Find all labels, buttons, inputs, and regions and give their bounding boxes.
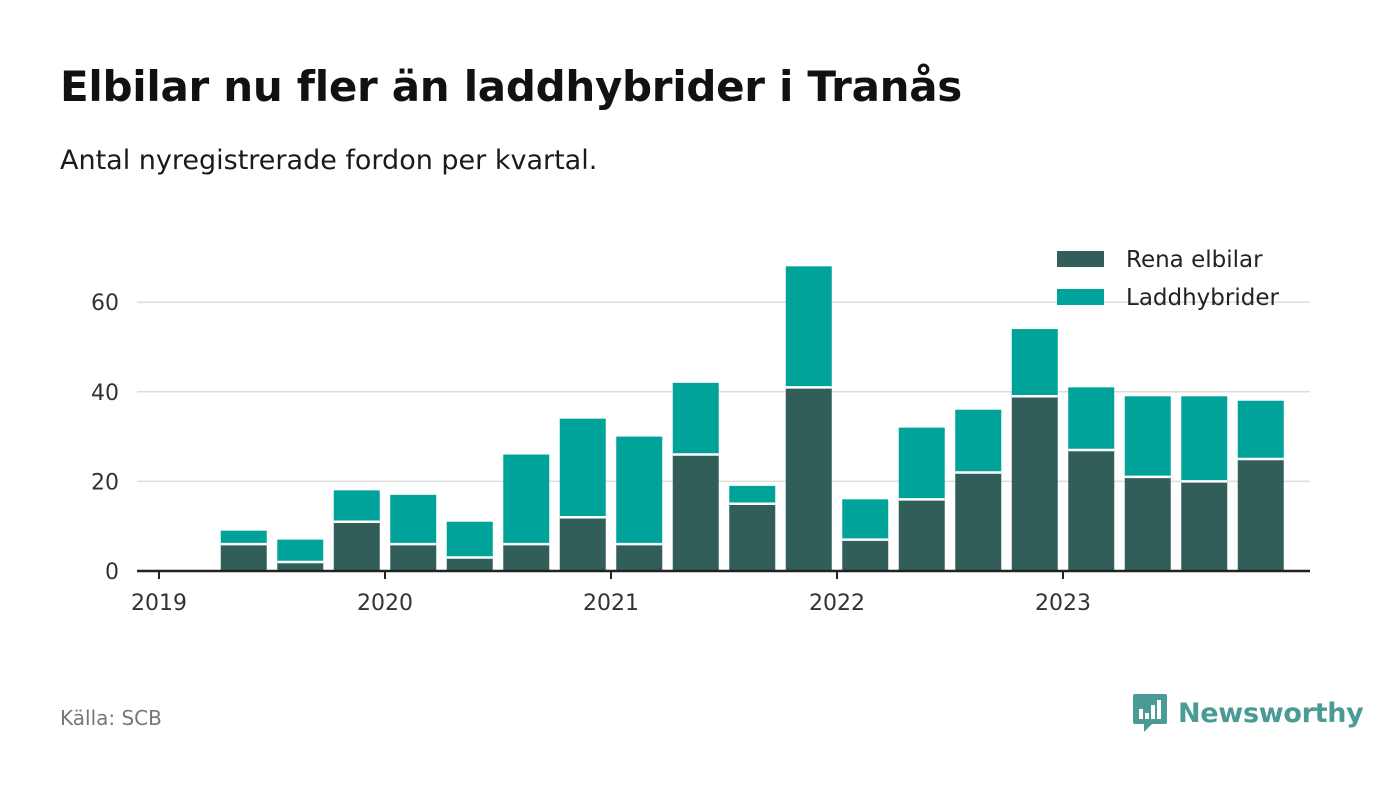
bar-rena-elbilar	[446, 557, 493, 571]
bar-rena-elbilar	[672, 454, 719, 571]
bar-laddhybrider	[1068, 387, 1115, 451]
bar-laddhybrider	[1237, 400, 1284, 459]
bar-rena-elbilar	[333, 521, 380, 571]
legend-swatch-laddhybrider	[1057, 289, 1104, 305]
bar-rena-elbilar	[842, 539, 889, 571]
bar-laddhybrider	[333, 490, 380, 522]
bar-laddhybrider	[390, 494, 437, 545]
x-tick-label: 2021	[583, 591, 639, 616]
bar-rena-elbilar	[616, 544, 663, 571]
bar-laddhybrider	[220, 530, 267, 545]
x-tick-label: 2023	[1035, 591, 1091, 616]
bar-rena-elbilar	[390, 544, 437, 571]
bar-rena-elbilar	[898, 499, 945, 571]
bar-laddhybrider	[842, 499, 889, 540]
newsworthy-logo-icon	[1133, 694, 1167, 732]
chart-subtitle: Antal nyregistrerade fordon per kvartal.	[60, 145, 598, 176]
bar-laddhybrider	[503, 454, 550, 545]
x-tick-label: 2022	[809, 591, 865, 616]
y-tick-label: 20	[91, 470, 119, 495]
bar-rena-elbilar	[1011, 396, 1058, 571]
bar-rena-elbilar	[503, 544, 550, 571]
bar-rena-elbilar	[1068, 450, 1115, 571]
x-tick-label: 2019	[131, 591, 187, 616]
bar-rena-elbilar	[559, 517, 606, 571]
bar-laddhybrider	[446, 521, 493, 558]
source-note: Källa: SCB	[60, 706, 162, 730]
axes: 0 20 40 60 2019 2020 2021 2022 2023	[91, 291, 1310, 616]
legend-label-rena-elbilar: Rena elbilar	[1126, 247, 1263, 273]
bar-rena-elbilar	[1124, 476, 1171, 571]
legend-swatch-rena-elbilar	[1057, 251, 1104, 267]
gridlines	[137, 301, 1310, 483]
bar-laddhybrider	[672, 382, 719, 455]
bar-laddhybrider	[277, 539, 324, 563]
bar-laddhybrider	[955, 409, 1002, 473]
y-tick-label: 60	[91, 291, 119, 316]
bar-laddhybrider	[1181, 396, 1228, 482]
bar-rena-elbilar	[729, 503, 776, 571]
legend: Rena elbilar Laddhybrider	[1057, 247, 1279, 311]
x-tick-label: 2020	[357, 591, 413, 616]
bar-laddhybrider	[616, 436, 663, 545]
bar-laddhybrider	[785, 266, 832, 388]
brand-name: Newsworthy	[1178, 697, 1364, 729]
bar-laddhybrider	[1124, 396, 1171, 477]
bar-laddhybrider	[1011, 329, 1058, 397]
chart-title: Elbilar nu fler än laddhybrider i Tranås	[60, 62, 962, 111]
bar-laddhybrider	[898, 427, 945, 500]
bar-rena-elbilar	[1181, 481, 1228, 571]
bar-laddhybrider	[729, 485, 776, 504]
bar-laddhybrider	[559, 418, 606, 518]
newsworthy-logo: Newsworthy	[1132, 692, 1364, 734]
bar-rena-elbilar	[785, 387, 832, 571]
bar-rena-elbilar	[220, 544, 267, 571]
bar-rena-elbilar	[277, 562, 324, 571]
bars	[220, 266, 1284, 571]
y-tick-label: 0	[105, 560, 119, 585]
bar-rena-elbilar	[955, 472, 1002, 571]
y-tick-label: 40	[91, 381, 119, 406]
legend-label-laddhybrider: Laddhybrider	[1126, 285, 1279, 311]
bar-rena-elbilar	[1237, 459, 1284, 571]
